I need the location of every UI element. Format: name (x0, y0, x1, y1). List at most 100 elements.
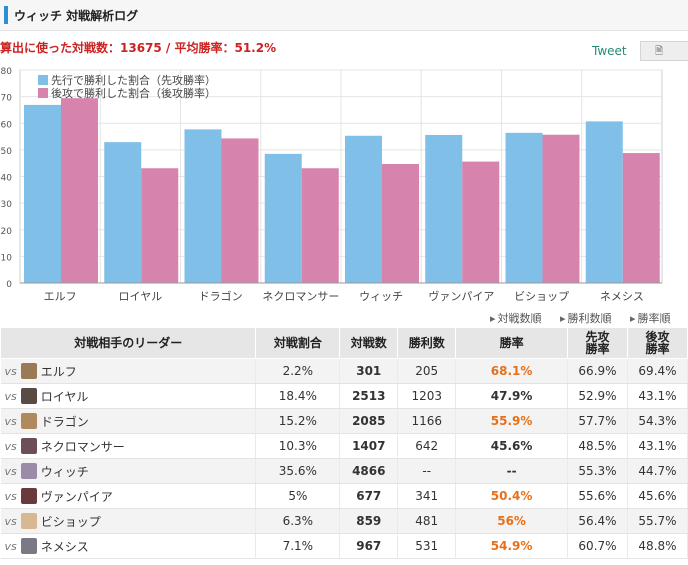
rate-cell: 56% (455, 508, 569, 534)
x-tick-label: ネクロマンサー (262, 290, 339, 303)
table-row: vs ロイヤル 18.4% 2513 1203 47.9% 52.9% 43.1% (0, 383, 688, 409)
vs-label: vs (4, 439, 17, 453)
vs-label: vs (4, 539, 17, 553)
col-leader: 対戦相手のリーダー (0, 327, 257, 359)
col-second: 後攻勝率 (626, 327, 688, 359)
legend-label: 先行で勝利した割合（先攻勝率） (51, 73, 216, 87)
tweet-count-box[interactable]: 🗎 (640, 41, 688, 61)
leader-portrait-icon (20, 438, 37, 454)
legend-swatch (38, 75, 48, 85)
count-cell: 301 (339, 358, 399, 384)
bar-series-2 (622, 153, 660, 283)
second-rate-cell: 43.1% (627, 383, 688, 409)
bar-series-1 (425, 134, 463, 283)
table-row: vs ネメシス 7.1% 967 531 54.9% 60.7% 48.8% (0, 533, 688, 559)
y-tick-label: 60 (1, 120, 13, 130)
tweet-link[interactable]: Tweet (592, 44, 627, 58)
x-tick-label: ウィッチ (359, 290, 403, 303)
rate-cell: 47.9% (455, 383, 569, 409)
leader-cell[interactable]: vs ネメシス (0, 533, 257, 559)
leader-cell[interactable]: vs ネクロマンサー (0, 433, 257, 459)
ratio-cell: 6.3% (255, 508, 341, 534)
y-tick-label: 20 (1, 227, 13, 237)
x-tick-label: ロイヤル (119, 290, 163, 303)
leader-portrait-icon (20, 538, 37, 554)
count-cell: 967 (339, 533, 399, 559)
vs-label: vs (4, 389, 17, 403)
rate-cell: 50.4% (455, 483, 569, 509)
table-row: vs ヴァンパイア 5% 677 341 50.4% 55.6% 45.6% (0, 483, 688, 509)
sort-by-count-link[interactable]: 対戦数順 (490, 310, 542, 326)
y-tick-label: 0 (6, 280, 12, 290)
vs-label: vs (4, 414, 17, 428)
bar-series-2 (462, 161, 500, 283)
table-row: vs ビショップ 6.3% 859 481 56% 56.4% 55.7% (0, 508, 688, 534)
sort-by-rate-link[interactable]: 勝率順 (630, 310, 671, 326)
second-rate-cell: 55.7% (627, 508, 688, 534)
leader-portrait-icon (20, 388, 37, 404)
leader-name: ヴァンパイア (40, 489, 113, 504)
ratio-cell: 35.6% (255, 458, 341, 484)
rate-cell: -- (455, 458, 569, 484)
rate-cell: 55.9% (455, 408, 569, 434)
rate-cell: 54.9% (455, 533, 569, 559)
bar-series-1 (264, 153, 302, 283)
y-tick-label: 50 (1, 147, 13, 157)
count-cell: 4866 (339, 458, 399, 484)
first-rate-cell: 48.5% (567, 433, 628, 459)
count-cell: 859 (339, 508, 399, 534)
leader-portrait-icon (20, 413, 37, 429)
second-rate-cell: 54.3% (627, 408, 688, 434)
page-title: ウィッチ 対戦解析ログ (14, 9, 139, 23)
leader-portrait-icon (20, 513, 37, 529)
bar-series-1 (24, 104, 61, 283)
col-count: 対戦数 (339, 327, 399, 359)
first-rate-cell: 52.9% (567, 383, 628, 409)
leader-cell[interactable]: vs ヴァンパイア (0, 483, 257, 509)
table-row: vs ネクロマンサー 10.3% 1407 642 45.6% 48.5% 43.1% (0, 433, 688, 459)
col-ratio: 対戦割合 (255, 327, 341, 359)
ratio-cell: 5% (255, 483, 341, 509)
count-cell: 1407 (339, 433, 399, 459)
leader-portrait-icon (20, 463, 37, 479)
leader-cell[interactable]: vs ウィッチ (0, 458, 257, 484)
table-header-row: 対戦相手のリーダー 対戦割合 対戦数 勝利数 勝率 先攻勝率 後攻勝率 (0, 327, 688, 359)
bar-series-2 (542, 134, 580, 283)
leader-cell[interactable]: vs ドラゴン (0, 408, 257, 434)
leader-name: ネクロマンサー (40, 439, 125, 454)
ratio-cell: 15.2% (255, 408, 341, 434)
x-tick-label: ビショップ (514, 290, 569, 303)
x-tick-label: ネメシス (600, 290, 644, 303)
leader-name: ロイヤル (40, 389, 89, 404)
wins-cell: 642 (397, 433, 457, 459)
wins-cell: 205 (397, 358, 457, 384)
second-rate-cell: 69.4% (627, 358, 688, 384)
header-accent-bar (4, 6, 8, 24)
leader-cell[interactable]: vs ビショップ (0, 508, 257, 534)
x-tick-label: ヴァンパイア (428, 289, 494, 303)
leader-name: ビショップ (40, 514, 101, 529)
sort-by-wins-link[interactable]: 勝利数順 (560, 310, 612, 326)
leader-cell[interactable]: vs エルフ (0, 358, 257, 384)
leader-cell[interactable]: vs ロイヤル (0, 383, 257, 409)
table-row: vs ウィッチ 35.6% 4866 -- -- 55.3% 44.7% (0, 458, 688, 484)
second-rate-cell: 48.8% (627, 533, 688, 559)
summary-line: 算出に使った対戦数：13675 / 平均勝率：51.2% (0, 41, 277, 55)
bar-series-1 (345, 135, 382, 283)
rate-cell: 45.6% (455, 433, 569, 459)
vs-label: vs (4, 364, 17, 378)
leader-name: ネメシス (40, 539, 89, 554)
bar-series-1 (184, 129, 222, 283)
ratio-cell: 10.3% (255, 433, 341, 459)
bar-series-2 (221, 138, 259, 283)
leader-portrait-icon (20, 363, 37, 379)
col-first: 先攻勝率 (567, 327, 628, 359)
col-wins: 勝利数 (397, 327, 457, 359)
col-rate: 勝率 (455, 327, 569, 359)
legend-label: 後攻で勝利した割合（後攻勝率） (51, 86, 216, 100)
second-rate-cell: 44.7% (627, 458, 688, 484)
first-rate-cell: 56.4% (567, 508, 628, 534)
y-tick-label: 80 (1, 67, 13, 77)
bar-series-2 (141, 168, 179, 283)
rate-cell: 68.1% (455, 358, 569, 384)
